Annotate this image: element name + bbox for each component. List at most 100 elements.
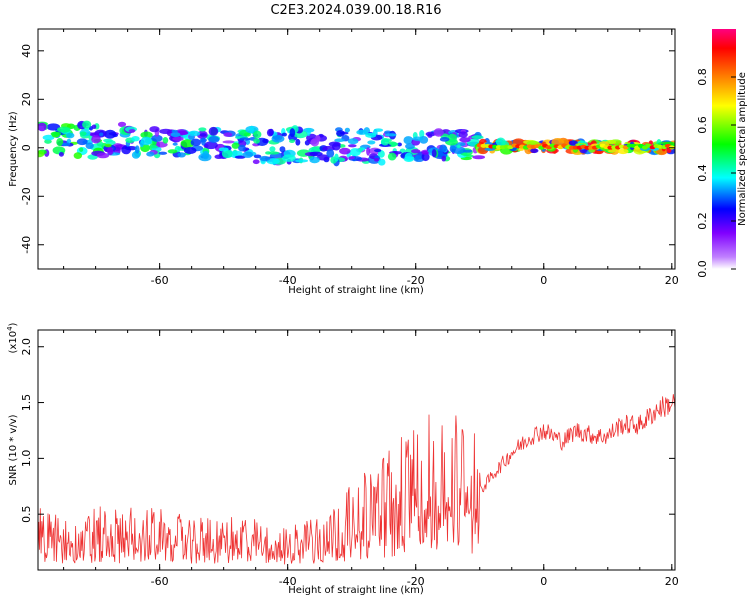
spectrogram-blob [91,124,97,130]
spectrogram-blob [146,151,155,157]
spectrogram-blob [117,121,127,128]
spectrogram-blob [42,134,55,141]
spectrogram-blob [309,156,320,164]
spectrogram-blob [140,131,153,139]
y-tick-label: 1.5 [20,394,33,412]
spectrogram-blob [512,138,525,146]
colorbar-tick-label: 0.8 [696,68,709,86]
spectrogram-blob [439,137,450,142]
y-tick-label: 40 [20,44,33,58]
snr-panel: -60 -40 -20 0 20 0.5 1.0 1.5 2.0 Height of stra… [6,322,679,596]
spectrogram-panel: -60 -40 -20 0 20 -40 -20 0 20 40 Height of strai… [8,28,679,296]
x-tick-label: 20 [665,274,679,287]
spectrogram-blob [82,120,92,129]
snr-y-label: SNR (10 * v/v) [8,414,19,485]
spectrogram-blob [140,136,152,146]
spectrogram-blob [471,135,484,140]
y-tick-label: -20 [20,187,33,205]
spectrogram-blob [203,141,218,150]
spectrogram-blob [190,138,202,147]
spectrogram-blob [131,135,140,142]
spectrogram-blob [199,133,207,137]
spectrogram-blob [208,126,219,136]
spectrogram-blob [134,145,140,154]
spectrogram-blob [242,151,254,158]
spectrogram-blob [271,135,285,143]
spectrogram-blob [183,147,197,155]
spectrogram-blob [238,144,246,152]
x-tick-label: -60 [151,575,169,588]
spectrogram-blob [530,148,539,154]
spectrogram-blob [484,147,496,152]
spectrogram-blob [348,144,357,148]
spectrogram-blob [459,137,471,143]
snr-x-label: Height of straight line (km) [288,585,424,596]
spectrogram-blob [605,139,617,145]
spectrogram-y-ticks: -40 -20 0 20 40 [20,44,675,254]
spectrogram-blob [112,133,118,138]
snr-y-scale: (x104) [6,322,19,353]
spectrogram-blob [170,132,181,138]
spectrogram-blob [231,142,240,149]
snr-series-line [38,394,675,565]
spectrogram-blob [223,132,233,137]
spectrogram-blob [405,143,415,150]
x-tick-label: 0 [540,274,547,287]
spectrogram-blob [50,131,62,136]
spectrogram-x-label: Height of straight line (km) [288,285,424,296]
spectrogram-blob [387,152,397,161]
spectrogram-blob [316,154,330,161]
spectrogram-blob [239,137,251,141]
spectrogram-x-ticks: -60 -40 -20 0 20 [63,29,679,287]
spectrogram-blob [252,159,260,165]
colorbar: 0.0 0.2 0.4 0.6 0.8 Normalized spectral ampl… [696,29,748,278]
spectrogram-blob [412,136,424,141]
spectrogram-blob [358,147,364,153]
x-tick-label: -40 [279,575,297,588]
y-tick-label: 0 [20,144,33,151]
spectrogram-blob [253,130,262,139]
spectrogram-blob [421,150,429,155]
spectrogram-blob [262,138,269,144]
spectrogram-blob [79,147,84,152]
spectrogram-blob [149,145,159,149]
x-tick-label: -20 [407,274,425,287]
spectrogram-blob [56,138,64,147]
spectrogram-blob [331,142,341,151]
spectrogram-blob [266,158,280,165]
spectrogram-blob [249,125,254,134]
spectrogram-blob [295,138,301,146]
spectrogram-blob [158,151,168,155]
spectrogram-blob [356,129,368,135]
colorbar-label: Normalized spectral amplitude [737,72,748,226]
spectrogram-blob [397,142,402,147]
spectrogram-blob [200,137,206,146]
spectrogram-blob [253,138,260,144]
colorbar-tick-label: 0.2 [696,212,709,230]
spectrogram-blob [344,127,351,133]
spectrogram-blob [389,142,399,147]
spectrogram-blob [221,149,233,159]
spectrogram-blob [66,138,72,144]
spectrogram-blob [458,131,468,138]
spectrogram-blob [377,158,386,166]
x-tick-label: 20 [665,575,679,588]
spectrogram-blob [411,149,421,154]
spectrogram-blob [374,148,382,153]
spectrogram-blob [281,132,287,137]
spectrogram-blob [177,152,186,158]
spectrogram-blob [253,154,262,159]
spectrogram-blob [462,149,473,153]
colorbar-ticks: 0.0 0.2 0.4 0.6 0.8 [696,68,736,278]
spectrogram-marks [38,120,675,167]
x-tick-label: -40 [279,274,297,287]
spectrogram-blob [336,130,345,137]
spectrogram-blob [188,135,195,140]
spectrogram-blob [447,133,458,143]
spectrogram-blob [198,127,207,132]
snr-x-ticks: -60 -40 -20 0 20 [63,330,679,588]
spectrogram-blob [441,155,447,162]
spectrogram-blob [334,138,345,143]
spectrogram-blob [222,140,235,144]
